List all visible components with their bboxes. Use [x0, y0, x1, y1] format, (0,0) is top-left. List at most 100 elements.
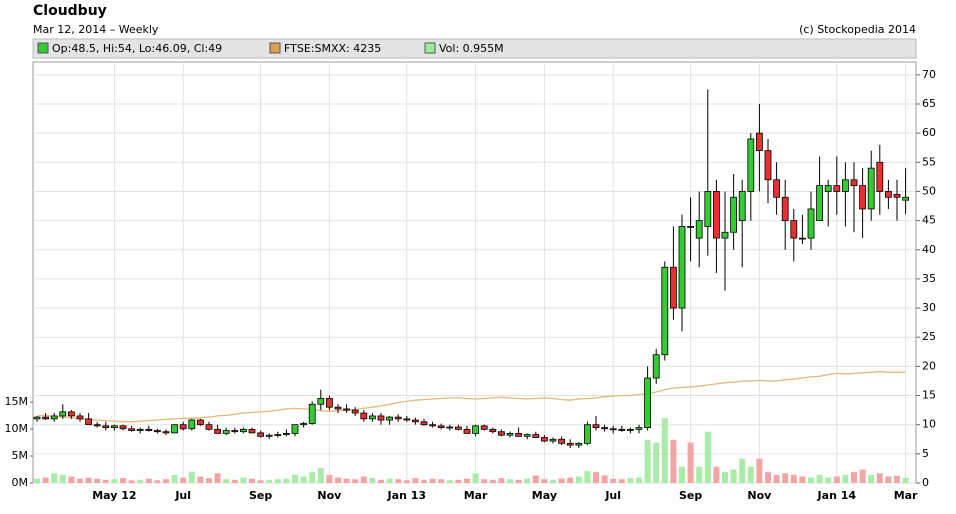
- candle-body: [773, 179, 780, 198]
- volume-bar: [412, 478, 419, 483]
- candle-body: [343, 408, 351, 411]
- x-tick-label: Sep: [679, 489, 702, 502]
- candle-body: [627, 428, 634, 431]
- volume-bar: [94, 478, 101, 483]
- candle-body: [463, 428, 471, 434]
- volume-bar: [636, 477, 642, 483]
- volume-bar: [558, 478, 565, 483]
- volume-bar: [68, 476, 75, 483]
- candle-body: [68, 411, 75, 417]
- candle-body: [799, 237, 806, 240]
- candle-body: [162, 431, 170, 434]
- candle-body: [214, 428, 222, 434]
- volume-bar: [507, 479, 513, 483]
- candle-body: [584, 424, 591, 444]
- x-tick-label: Jan 13: [387, 489, 426, 502]
- legend-bar: [32, 38, 917, 59]
- y-tick-label: 0: [922, 476, 929, 489]
- candle-body: [592, 424, 600, 429]
- volume-bar: [34, 478, 40, 483]
- volume-bar: [335, 477, 341, 483]
- volume-bar: [515, 479, 522, 483]
- candle-body: [618, 428, 626, 431]
- candle-body: [437, 425, 445, 429]
- x-tick-label: May 12: [92, 489, 136, 502]
- candle-body: [721, 231, 729, 239]
- volume-bar: [85, 477, 92, 483]
- candle-body: [265, 434, 273, 437]
- volume-bar: [386, 478, 393, 483]
- candle-body: [386, 416, 394, 421]
- volume-bar: [360, 476, 367, 483]
- volume-bar: [851, 472, 857, 483]
- volume-bar: [438, 479, 445, 483]
- volume-bar: [584, 471, 591, 483]
- candle-body: [334, 406, 342, 410]
- volume-bar: [77, 478, 83, 483]
- volume-bar: [498, 478, 505, 483]
- volume-bar: [42, 477, 49, 483]
- volume-bar: [808, 477, 814, 483]
- volume-bar: [464, 478, 470, 483]
- volume-bar: [446, 480, 453, 483]
- candle-body: [360, 412, 368, 420]
- legend-label: Op:48.5, Hi:54, Lo:46.09, Cl:49: [52, 42, 222, 55]
- candle-body: [93, 424, 101, 427]
- candle-body: [454, 426, 462, 430]
- x-tick-label: Mar: [894, 489, 918, 502]
- volume-bar: [180, 477, 187, 483]
- y2-tick-label: 5M: [12, 449, 29, 462]
- volume-bar: [816, 474, 823, 483]
- volume-bar: [790, 474, 797, 483]
- y-tick-label: 35: [922, 272, 936, 285]
- candle-body: [876, 161, 884, 192]
- volume-bar: [713, 466, 720, 483]
- candle-body: [111, 425, 118, 429]
- candle-body: [609, 428, 617, 431]
- volume-bar: [489, 479, 496, 483]
- volume-bar: [773, 474, 780, 483]
- volume-bar: [154, 480, 161, 483]
- candle-body: [833, 185, 841, 192]
- x-tick-label: May: [532, 489, 557, 502]
- candle-body: [566, 442, 574, 446]
- candle-body: [205, 424, 213, 430]
- candle-body: [781, 196, 789, 222]
- candle-body: [704, 191, 712, 227]
- candle-body: [738, 191, 746, 222]
- candle-body: [291, 424, 299, 434]
- volume-bar: [163, 479, 169, 483]
- volume-bar: [171, 474, 178, 483]
- candle-body: [635, 427, 643, 430]
- volume-bar: [610, 478, 617, 483]
- candle-body: [747, 138, 755, 192]
- volume-bar: [309, 472, 316, 483]
- candle-body: [102, 425, 110, 429]
- volume-bar: [257, 480, 264, 483]
- candle-body: [368, 415, 376, 420]
- x-tick-label: Jul: [604, 489, 621, 502]
- candle-body: [394, 416, 402, 420]
- volume-bar: [593, 472, 599, 483]
- volume-bar: [859, 469, 866, 483]
- y2-tick-label: 15M: [5, 395, 29, 408]
- candle-body: [532, 434, 540, 438]
- volume-bar: [894, 475, 900, 483]
- y-tick-label: 25: [922, 330, 936, 343]
- volume-bar: [206, 478, 212, 483]
- legend-swatch: [37, 42, 49, 54]
- candle-body: [171, 424, 179, 434]
- volume-bar: [756, 458, 763, 483]
- x-tick-label: Nov: [317, 489, 342, 502]
- candle-body: [472, 425, 480, 434]
- y2-tick-label: 10M: [5, 422, 29, 435]
- candle-body: [377, 415, 385, 421]
- volume-bar: [661, 418, 668, 483]
- legend-swatch: [424, 42, 436, 54]
- volume-bar: [214, 473, 221, 483]
- volume-bar: [240, 477, 247, 483]
- volume-bar: [274, 479, 281, 483]
- candle-body: [842, 179, 849, 192]
- volume-bar: [876, 473, 883, 483]
